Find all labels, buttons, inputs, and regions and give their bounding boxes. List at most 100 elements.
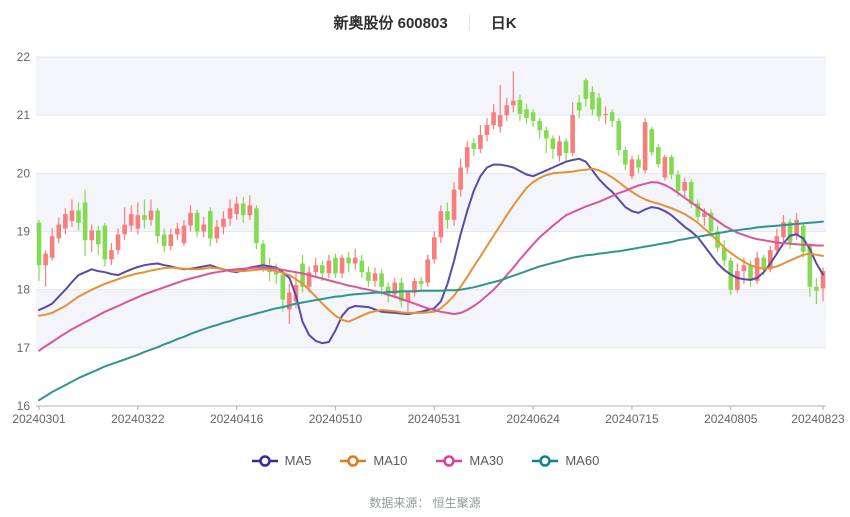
candlestick	[563, 138, 569, 162]
candlestick	[148, 199, 154, 226]
candlestick	[254, 205, 259, 249]
candlestick	[576, 94, 582, 119]
candlestick	[794, 212, 799, 241]
candlestick	[636, 154, 641, 174]
legend-item-ma60[interactable]: MA60	[531, 453, 599, 468]
candlestick	[623, 147, 628, 171]
svg-text:20240322: 20240322	[111, 412, 165, 426]
candlestick	[234, 196, 239, 220]
svg-text:20240805: 20240805	[704, 412, 758, 426]
candlestick	[524, 103, 529, 124]
data-source-label: 数据来源： 恒生聚源	[369, 496, 481, 510]
candlestick	[366, 266, 371, 287]
candlestick	[109, 243, 114, 266]
candlestick	[425, 254, 431, 287]
candlestick	[649, 126, 655, 156]
legend-item-ma10[interactable]: MA10	[339, 453, 407, 468]
candlestick	[280, 273, 286, 312]
legend-item-ma30[interactable]: MA30	[435, 453, 503, 468]
candlestick	[379, 269, 384, 296]
candlestick	[590, 86, 595, 116]
candlestick	[352, 248, 358, 270]
candlestick	[807, 243, 813, 297]
candlestick	[155, 208, 160, 244]
candlestick	[418, 276, 424, 290]
svg-text:20: 20	[17, 166, 31, 180]
candlestick	[550, 135, 556, 159]
candlestick	[287, 283, 292, 324]
ma10-line	[38, 167, 824, 323]
candlestick	[655, 144, 661, 168]
candlesticks	[36, 71, 826, 324]
candlestick	[175, 222, 180, 241]
svg-text:22: 22	[17, 50, 31, 64]
candlestick	[207, 207, 213, 247]
ma60-line	[38, 220, 824, 402]
svg-text:20240416: 20240416	[210, 412, 264, 426]
candlestick	[596, 93, 602, 121]
candlestick	[511, 71, 516, 113]
gridlines	[36, 56, 826, 349]
candlestick	[359, 254, 365, 279]
candlestick	[497, 84, 503, 133]
candlestick	[464, 141, 470, 174]
legend-item-ma5[interactable]: MA5	[251, 453, 311, 468]
candlestick	[142, 199, 147, 229]
candlestick	[122, 207, 127, 241]
svg-text:16: 16	[17, 399, 31, 413]
title-separator: ｜	[461, 15, 477, 32]
candlestick	[642, 118, 648, 174]
candlestick	[168, 228, 174, 251]
ma5-marker-icon	[251, 454, 278, 467]
candlestick	[721, 240, 727, 267]
candlestick	[43, 250, 48, 287]
candlestick	[346, 251, 351, 273]
candlestick	[319, 260, 325, 281]
candlestick	[616, 118, 622, 156]
candlestick	[781, 215, 786, 244]
candlestick	[471, 138, 477, 156]
candlestick	[333, 253, 338, 279]
candlestick	[36, 219, 42, 281]
candlestick	[629, 155, 635, 180]
candlestick	[609, 109, 615, 127]
stock-title: 新奥股份 600803	[333, 15, 448, 32]
candlestick	[214, 219, 220, 244]
legend-label: MA30	[469, 453, 504, 468]
candlestick	[583, 77, 589, 107]
candlestick	[491, 104, 496, 130]
candlestick	[89, 224, 95, 252]
candlestick	[484, 118, 490, 142]
svg-text:18: 18	[17, 283, 31, 297]
candlestick	[478, 125, 483, 153]
candlestick	[431, 231, 437, 264]
svg-text:19: 19	[17, 225, 31, 239]
candlestick	[557, 135, 562, 162]
svg-text:21: 21	[17, 108, 31, 122]
candlestick	[662, 154, 668, 181]
candlestick	[339, 254, 345, 279]
candlestick	[412, 278, 417, 297]
period-label: 日K	[490, 15, 517, 32]
candlestick	[603, 106, 608, 124]
candlestick	[313, 257, 319, 279]
svg-text:20240301: 20240301	[12, 412, 66, 426]
candlestick	[458, 158, 463, 197]
svg-text:20240510: 20240510	[309, 412, 363, 426]
candlestick	[95, 225, 101, 255]
ma60-marker-icon	[532, 454, 559, 467]
candlestick	[669, 154, 674, 180]
candlestick	[682, 177, 687, 197]
candlestick	[63, 208, 68, 235]
x-axis: 20240301 20240322 20240416 20240510 20240531…	[12, 405, 845, 426]
candlestick	[188, 205, 193, 232]
candlestick	[306, 266, 312, 293]
legend-label: MA10	[373, 453, 408, 468]
candlestick	[504, 97, 510, 121]
svg-text:20240823: 20240823	[791, 412, 845, 426]
price-bands	[36, 57, 826, 348]
candlestick	[115, 228, 121, 255]
ma30-marker-icon	[436, 454, 463, 467]
